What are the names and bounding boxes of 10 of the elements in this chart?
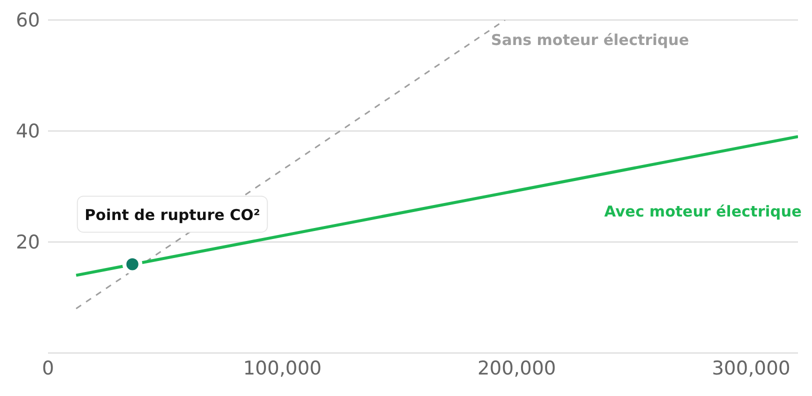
x-tick-label: 300,000 xyxy=(712,357,790,380)
x-tick-label: 0 xyxy=(42,357,54,380)
x-tick-label: 200,000 xyxy=(477,357,556,380)
y-tick-label: 40 xyxy=(16,120,40,143)
y-tick-label: 20 xyxy=(16,232,40,254)
series-label: Avec moteur électrique xyxy=(604,202,802,221)
x-tick-label: 100,000 xyxy=(243,357,322,380)
annotation: Point de rupture CO² xyxy=(84,206,260,224)
series-label: Sans moteur électrique xyxy=(491,31,690,49)
y-tick-label: 60 xyxy=(16,10,40,32)
